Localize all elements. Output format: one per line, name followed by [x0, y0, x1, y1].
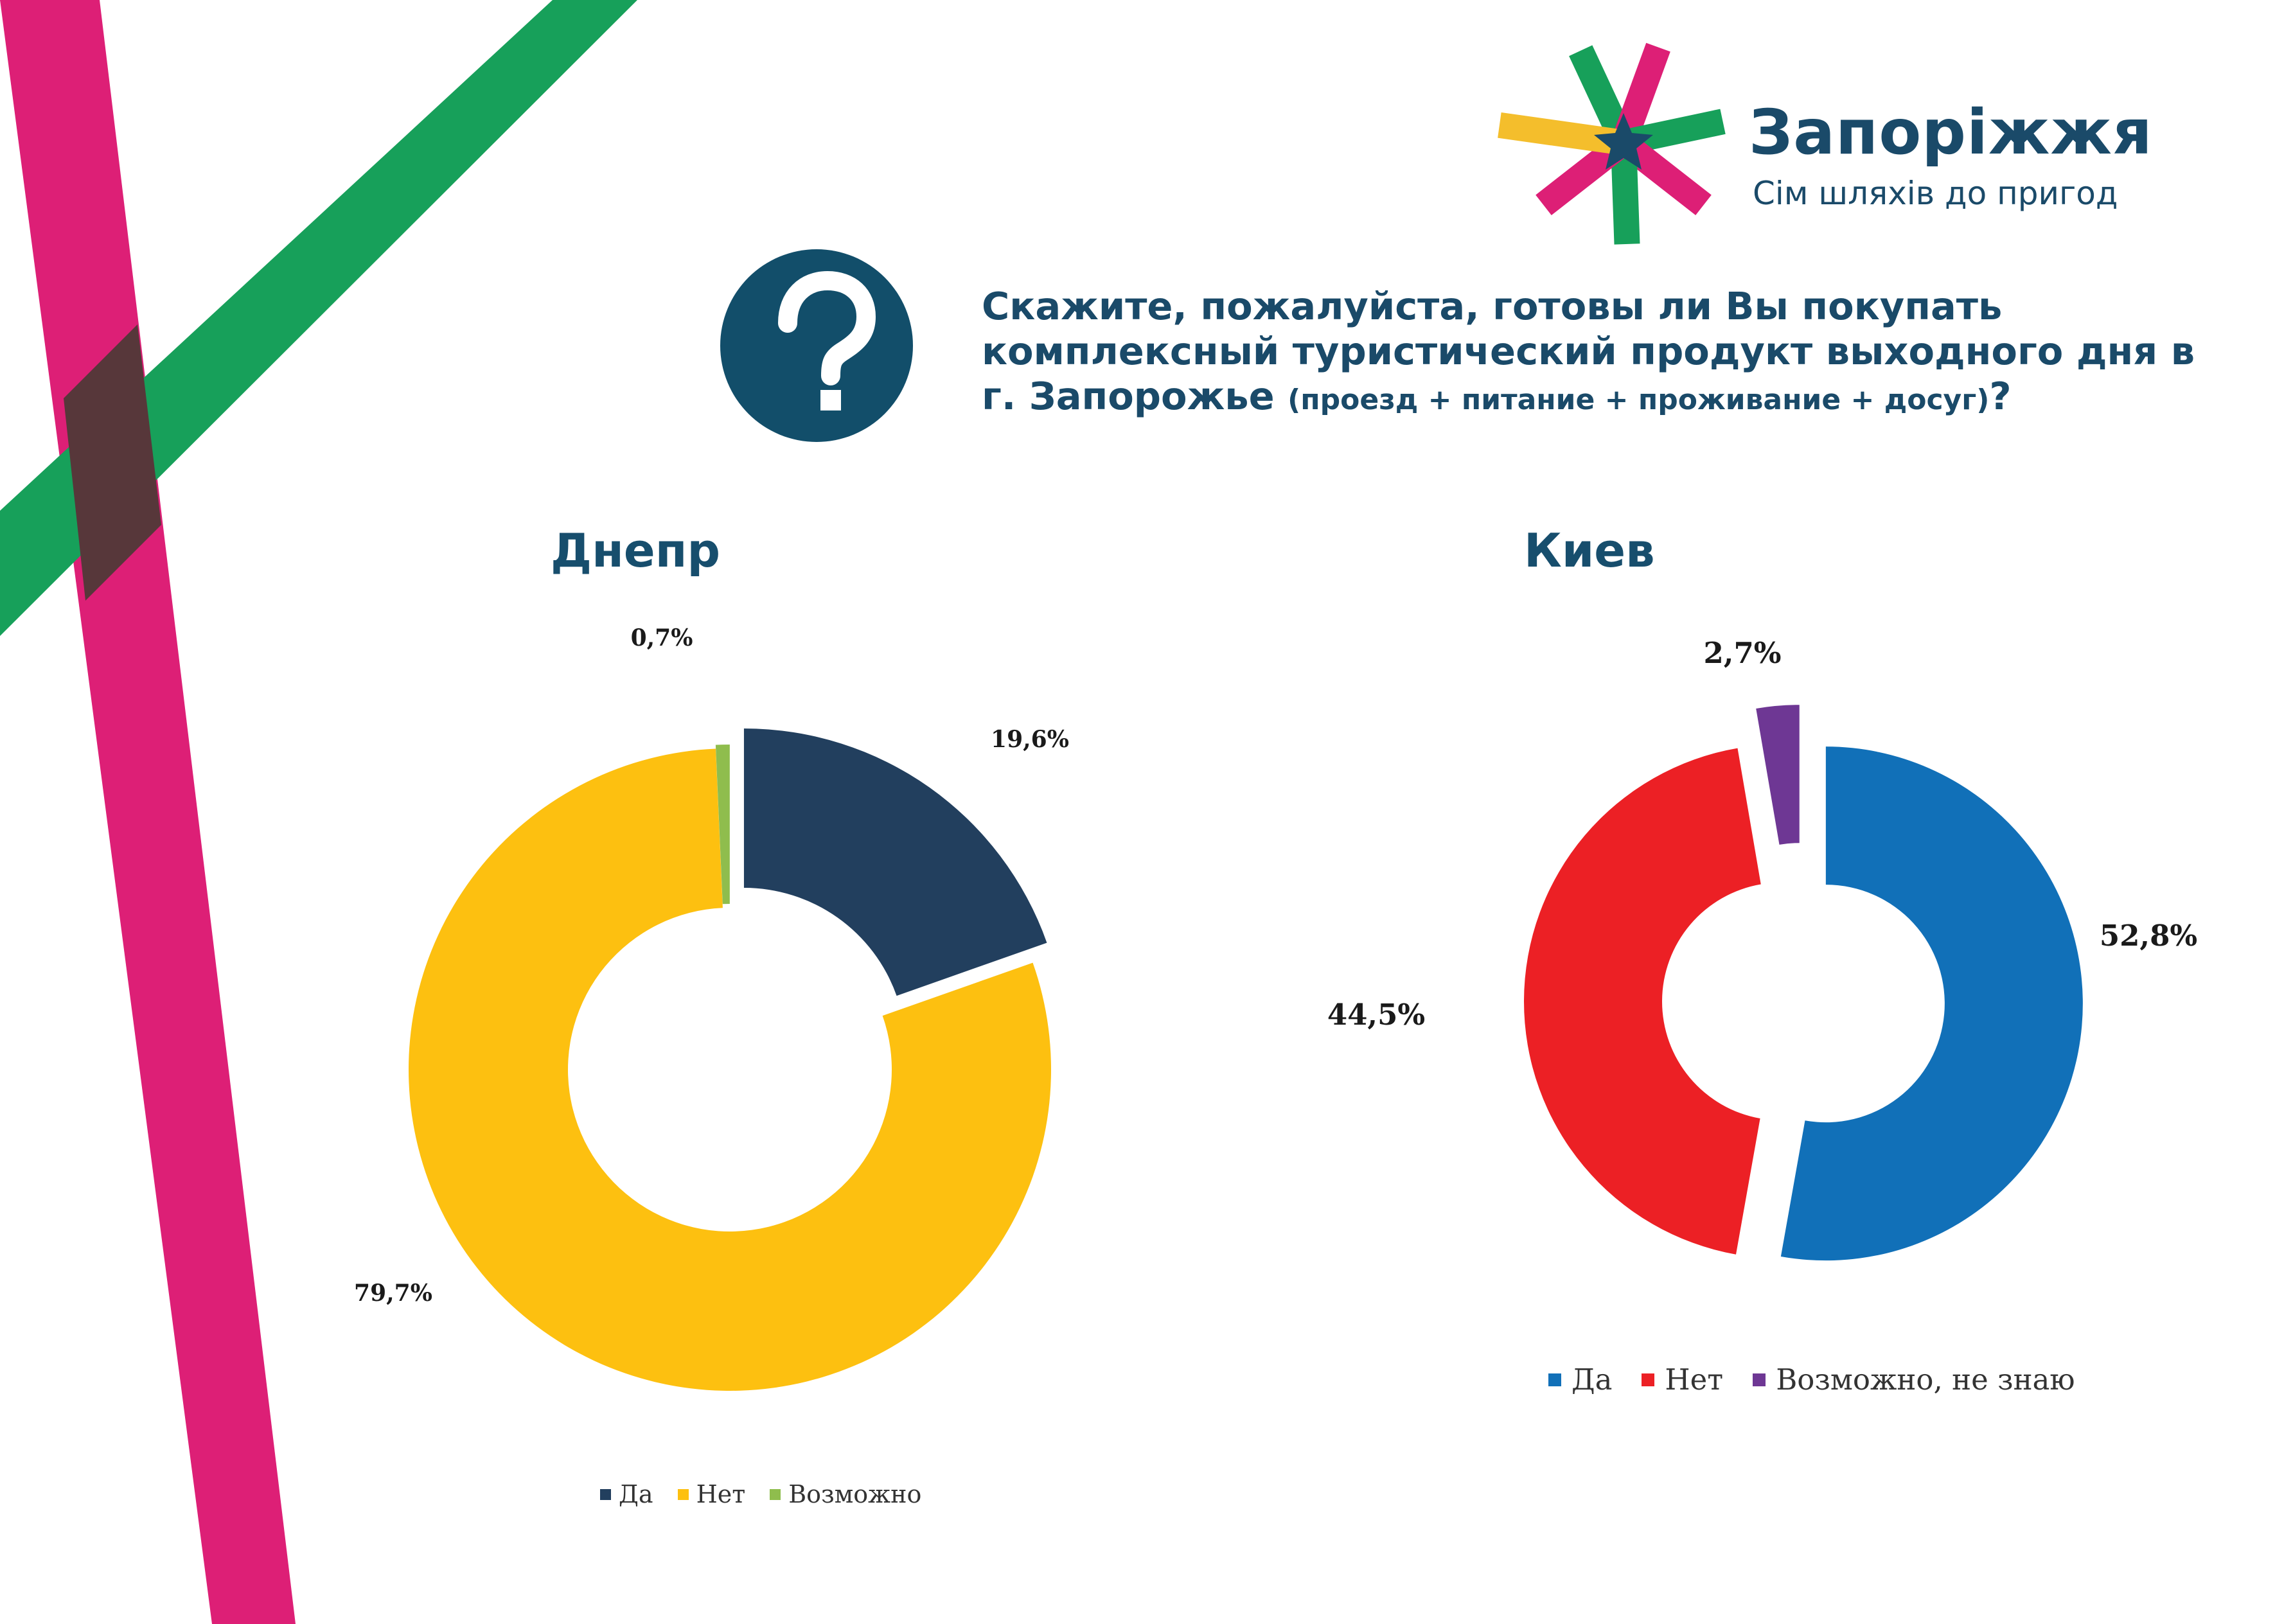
slice-dnepr-0 — [743, 728, 1047, 996]
slice-dnepr-1 — [409, 748, 1051, 1391]
question-end: ? — [1989, 374, 2012, 418]
legend-item-kiev-2: Возможно, не знаю — [1753, 1363, 2075, 1397]
legend-swatch-kiev-2 — [1753, 1373, 1766, 1386]
brand-name: Запоріжжя — [1749, 96, 2153, 168]
slice-kiev-2 — [1756, 705, 1800, 845]
legend-item-dnepr-1: Нет — [677, 1480, 746, 1508]
data-label-dnepr-0: 19,6% — [991, 726, 1069, 753]
legend-item-dnepr-0: Да — [600, 1480, 653, 1508]
legend-swatch-kiev-1 — [1642, 1373, 1655, 1386]
chart-title-dnepr: Днепр — [551, 524, 720, 578]
green-diagonal-stripe — [0, 0, 637, 636]
legend-swatch-dnepr-1 — [677, 1488, 689, 1500]
slice-kiev-1 — [1524, 748, 1761, 1255]
legend-swatch-dnepr-0 — [600, 1488, 611, 1500]
question-detail: (проезд + питание + проживание + досуг) — [1288, 384, 1990, 416]
legend-label-dnepr-1: Нет — [696, 1480, 746, 1508]
star-burst-logo-icon — [1498, 42, 1726, 245]
legend-label-kiev-1: Нет — [1665, 1363, 1724, 1397]
survey-question: Скажите, пожалуйста, готовы ли Вы покупа… — [982, 284, 2235, 423]
legend-dnepr: Да Нет Возможно — [600, 1480, 946, 1508]
question-main: Скажите, пожалуйста, готовы ли Вы покупа… — [982, 284, 2195, 418]
stripe-overlap — [64, 324, 161, 601]
data-label-dnepr-1: 79,7% — [354, 1280, 432, 1307]
data-label-kiev-1: 44,5% — [1327, 998, 1425, 1032]
legend-item-dnepr-2: Возможно — [770, 1480, 921, 1508]
legend-swatch-kiev-0 — [1548, 1373, 1561, 1386]
chart-title-kiev: Киев — [1524, 524, 1655, 578]
legend-item-kiev-0: Да — [1548, 1363, 1612, 1397]
brand-tagline: Сім шляхів до пригод — [1753, 175, 2118, 212]
data-label-kiev-2: 2,7% — [1703, 636, 1781, 670]
legend-label-kiev-2: Возможно, не знаю — [1776, 1363, 2075, 1397]
slice-kiev-0 — [1780, 746, 2083, 1261]
data-label-kiev-0: 52,8% — [2100, 919, 2197, 953]
legend-label-kiev-0: Да — [1571, 1363, 1613, 1397]
legend-label-dnepr-0: Да — [619, 1480, 653, 1508]
question-mark-icon — [720, 249, 913, 442]
data-label-dnepr-2: 0,7% — [631, 624, 693, 651]
legend-swatch-dnepr-2 — [770, 1488, 781, 1500]
legend-kiev: Да Нет Возможно, не знаю — [1548, 1363, 2105, 1397]
donut-chart-dnepr: 19,6% 79,7% 0,7% — [354, 624, 1069, 1391]
slice-dnepr-2 — [715, 745, 730, 905]
legend-label-dnepr-2: Возможно — [788, 1480, 922, 1508]
legend-item-kiev-1: Нет — [1642, 1363, 1723, 1397]
donut-chart-kiev: 52,8% 44,5% 2,7% — [1327, 636, 2197, 1261]
